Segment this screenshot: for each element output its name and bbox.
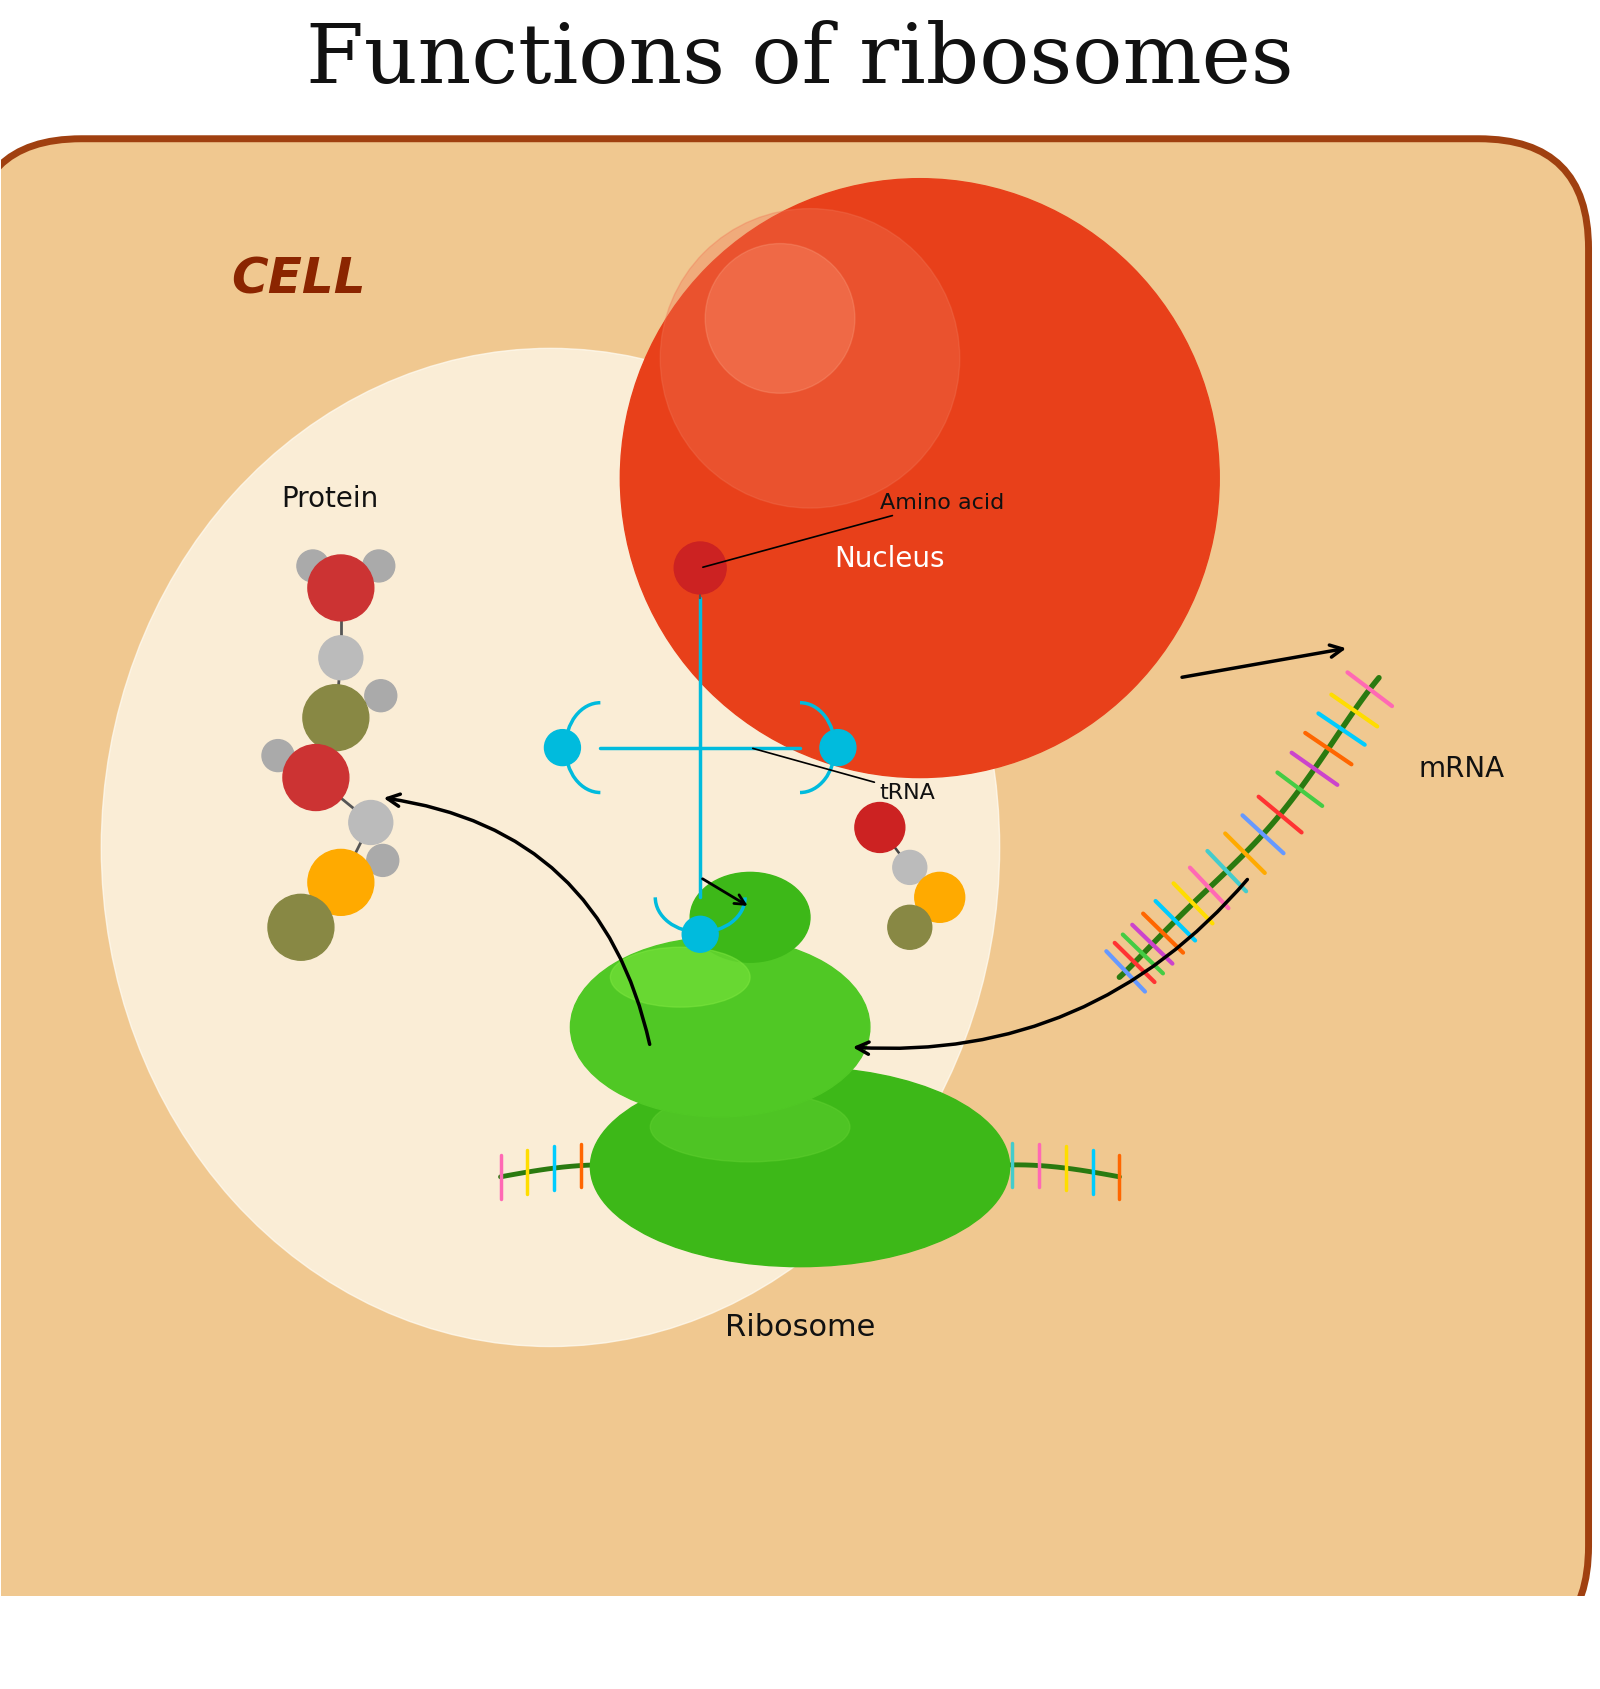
Circle shape xyxy=(643,203,1197,755)
Text: tRNA: tRNA xyxy=(752,748,936,802)
Circle shape xyxy=(867,426,973,532)
Ellipse shape xyxy=(101,350,1000,1346)
FancyBboxPatch shape xyxy=(0,140,1589,1655)
Text: Nucleus: Nucleus xyxy=(835,544,946,573)
Circle shape xyxy=(702,262,1138,696)
Circle shape xyxy=(893,851,926,885)
Circle shape xyxy=(658,216,1182,741)
Circle shape xyxy=(307,556,374,622)
Circle shape xyxy=(710,269,1130,689)
Circle shape xyxy=(800,360,1040,598)
Circle shape xyxy=(298,551,330,583)
Circle shape xyxy=(307,850,374,915)
Circle shape xyxy=(854,802,906,853)
Circle shape xyxy=(706,245,854,394)
Ellipse shape xyxy=(690,873,810,963)
Circle shape xyxy=(837,397,1002,561)
Ellipse shape xyxy=(610,948,750,1008)
Circle shape xyxy=(718,277,1122,681)
Text: Amino acid: Amino acid xyxy=(702,493,1005,568)
Circle shape xyxy=(661,209,960,508)
Circle shape xyxy=(688,247,1152,711)
Circle shape xyxy=(363,551,395,583)
Circle shape xyxy=(792,351,1046,606)
Circle shape xyxy=(888,905,931,949)
Text: Protein: Protein xyxy=(282,485,378,513)
Circle shape xyxy=(853,412,987,546)
Circle shape xyxy=(672,231,1166,726)
Text: ID 138432885 © Designua: ID 138432885 © Designua xyxy=(1310,1633,1576,1652)
Ellipse shape xyxy=(571,937,870,1118)
Circle shape xyxy=(674,542,726,595)
Circle shape xyxy=(627,187,1211,770)
Circle shape xyxy=(830,388,1010,569)
Circle shape xyxy=(349,801,392,844)
Circle shape xyxy=(755,314,1085,644)
Circle shape xyxy=(318,637,363,681)
Circle shape xyxy=(778,336,1062,622)
Circle shape xyxy=(544,730,581,767)
Circle shape xyxy=(822,382,1018,576)
Circle shape xyxy=(906,464,934,493)
Ellipse shape xyxy=(590,1067,1010,1267)
Circle shape xyxy=(747,307,1091,650)
Circle shape xyxy=(680,240,1160,718)
Circle shape xyxy=(682,917,718,953)
Circle shape xyxy=(915,873,965,922)
Circle shape xyxy=(819,730,856,767)
Circle shape xyxy=(733,292,1107,665)
Circle shape xyxy=(666,225,1174,733)
Circle shape xyxy=(283,745,349,811)
Circle shape xyxy=(650,209,1189,748)
Circle shape xyxy=(814,373,1024,584)
Circle shape xyxy=(366,844,398,877)
Circle shape xyxy=(786,345,1054,613)
Circle shape xyxy=(890,449,950,508)
Circle shape xyxy=(621,179,1219,779)
Circle shape xyxy=(763,321,1077,637)
Text: dreamstime.com: dreamstime.com xyxy=(24,1633,176,1652)
Circle shape xyxy=(302,686,368,752)
Circle shape xyxy=(365,681,397,713)
Circle shape xyxy=(898,456,942,502)
Text: CELL: CELL xyxy=(230,255,366,304)
Circle shape xyxy=(267,895,334,961)
Circle shape xyxy=(694,255,1144,703)
Ellipse shape xyxy=(650,1093,850,1162)
Circle shape xyxy=(635,194,1205,763)
Text: mRNA: mRNA xyxy=(1419,753,1506,782)
Circle shape xyxy=(808,367,1032,591)
Circle shape xyxy=(845,404,995,554)
Circle shape xyxy=(875,434,965,524)
Circle shape xyxy=(882,441,957,517)
Text: Ribosome: Ribosome xyxy=(725,1312,875,1341)
Circle shape xyxy=(912,471,928,486)
Circle shape xyxy=(262,740,294,772)
Circle shape xyxy=(725,284,1115,674)
Circle shape xyxy=(741,299,1099,659)
Circle shape xyxy=(859,419,979,539)
Text: Functions of ribosomes: Functions of ribosomes xyxy=(306,20,1294,100)
Circle shape xyxy=(770,329,1069,628)
